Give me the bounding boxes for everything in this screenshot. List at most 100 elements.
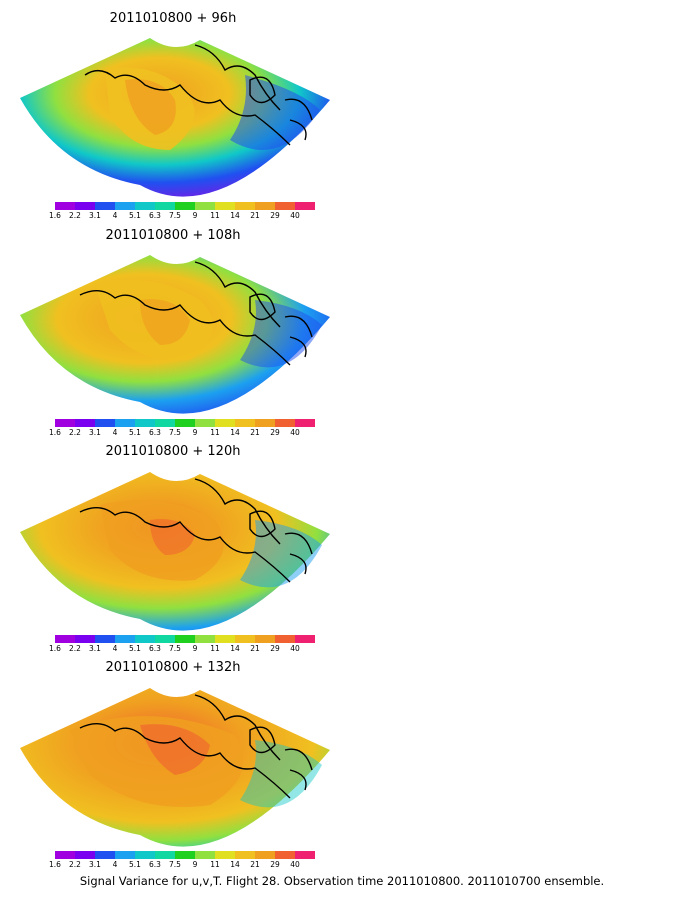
colorbar-tick-label: 4 — [113, 211, 118, 220]
colorbar-swatch — [255, 202, 275, 210]
colorbar-tick-label: 4 — [113, 644, 118, 653]
colorbar-tick-label: 6.3 — [149, 644, 161, 653]
colorbar-swatch — [75, 851, 95, 859]
map-panel-3: 2011010800 + 120h — [20, 444, 330, 631]
colorbar-swatch — [135, 635, 155, 643]
ocean-low — [230, 75, 320, 150]
map-panel-1: 2011010800 + 96h — [20, 11, 330, 197]
colorbar-swatch — [115, 419, 135, 427]
max-region — [125, 79, 176, 135]
colorbar-tick-label: 2.2 — [69, 211, 81, 220]
colorbar-tick-label: 5.1 — [129, 644, 141, 653]
colorbar-3: 1.6 2.2 3.1 4 5.1 6.3 7.5 9 11 14 21 29 40 — [49, 635, 315, 653]
colorbar-swatch — [195, 419, 215, 427]
colorbar-tick-label: 3.1 — [89, 211, 101, 220]
colorbar-swatch — [255, 635, 275, 643]
colorbar-swatch — [175, 419, 195, 427]
colorbar-swatch — [95, 202, 115, 210]
colorbar-swatch — [135, 202, 155, 210]
panel-title: 2011010800 + 120h — [106, 444, 241, 459]
colorbar-swatch — [195, 202, 215, 210]
panel-title: 2011010800 + 108h — [106, 228, 241, 243]
colorbar-swatch — [175, 851, 195, 859]
colorbar-swatch — [75, 202, 95, 210]
colorbar-swatch — [215, 851, 235, 859]
colorbar-swatch — [115, 635, 135, 643]
colorbar-swatch — [55, 635, 75, 643]
colorbar-tick-label: 14 — [230, 428, 240, 437]
colorbar-swatch — [295, 419, 315, 427]
colorbar-tick-label: 21 — [250, 860, 260, 869]
colorbar-tick-label: 11 — [210, 211, 220, 220]
figure-caption: Signal Variance for u,v,T. Flight 28. Ob… — [80, 874, 604, 888]
colorbar-tick-label: 7.5 — [169, 428, 181, 437]
colorbar-swatch — [195, 635, 215, 643]
coastline — [79, 261, 313, 366]
colorbar-swatch — [115, 851, 135, 859]
colorbar-swatch — [215, 202, 235, 210]
colorbar-tick-label: 9 — [193, 428, 198, 437]
colorbar-tick-label: 4 — [113, 860, 118, 869]
colorbar-tick-label: 11 — [210, 428, 220, 437]
map-panel-4: 2011010800 + 132h — [20, 660, 330, 847]
coastline — [79, 694, 313, 799]
colorbar-tick-label: 29 — [270, 644, 280, 653]
colorbar-1: 1.6 2.2 3.1 4 5.1 6.3 7.5 9 11 14 21 29 40 — [49, 202, 315, 220]
colorbar-tick-label: 11 — [210, 860, 220, 869]
colorbar-swatch — [155, 851, 175, 859]
max-region — [150, 519, 195, 555]
panel-title: 2011010800 + 96h — [110, 11, 237, 26]
panel-title: 2011010800 + 132h — [106, 660, 241, 675]
colorbar-swatch — [275, 635, 295, 643]
colorbar-tick-label: 1.6 — [49, 860, 61, 869]
colorbar-tick-label: 40 — [290, 428, 300, 437]
colorbar-tick-label: 5.1 — [129, 428, 141, 437]
colorbar-tick-label: 9 — [193, 644, 198, 653]
colorbar-swatch — [195, 851, 215, 859]
colorbar-tick-label: 4 — [113, 428, 118, 437]
colorbar-tick-label: 3.1 — [89, 428, 101, 437]
colorbar-tick-label: 2.2 — [69, 644, 81, 653]
colorbar-tick-label: 21 — [250, 644, 260, 653]
colorbar-tick-label: 9 — [193, 860, 198, 869]
colorbar-tick-label: 29 — [270, 428, 280, 437]
colorbar-tick-label: 40 — [290, 860, 300, 869]
colorbar-swatch — [215, 419, 235, 427]
colorbar-swatch — [215, 635, 235, 643]
coastline — [84, 44, 313, 146]
colorbar-swatch — [235, 202, 255, 210]
colorbar-tick-label: 40 — [290, 644, 300, 653]
colorbar-swatch — [155, 635, 175, 643]
colorbar-swatch — [135, 851, 155, 859]
colorbar-swatch — [95, 851, 115, 859]
colorbar-tick-label: 21 — [250, 211, 260, 220]
colorbar-swatch — [155, 419, 175, 427]
colorbar-tick-label: 6.3 — [149, 428, 161, 437]
colorbar-swatch — [295, 635, 315, 643]
colorbar-tick-label: 14 — [230, 860, 240, 869]
colorbar-tick-label: 9 — [193, 211, 198, 220]
colorbar-swatch — [235, 635, 255, 643]
colorbar-swatch — [275, 851, 295, 859]
colorbar-tick-label: 5.1 — [129, 860, 141, 869]
colorbar-tick-label: 14 — [230, 644, 240, 653]
ocean-low — [240, 300, 322, 368]
max-region — [140, 724, 210, 775]
colorbar-tick-label: 2.2 — [69, 860, 81, 869]
colorbar-4: 1.6 2.2 3.1 4 5.1 6.3 7.5 9 11 14 21 29 40 — [49, 851, 315, 869]
colorbar-swatch — [135, 419, 155, 427]
colorbar-tick-label: 1.6 — [49, 644, 61, 653]
colorbar-swatch — [75, 635, 95, 643]
colorbar-tick-label: 40 — [290, 211, 300, 220]
colorbar-swatch — [95, 419, 115, 427]
colorbar-tick-label: 7.5 — [169, 644, 181, 653]
colorbar-tick-label: 29 — [270, 860, 280, 869]
colorbar-swatch — [255, 851, 275, 859]
map-panel-2: 2011010800 + 108h — [20, 228, 330, 414]
colorbar-tick-label: 2.2 — [69, 428, 81, 437]
colorbar-swatch — [295, 202, 315, 210]
colorbar-swatch — [55, 202, 75, 210]
colorbar-tick-label: 11 — [210, 644, 220, 653]
colorbar-tick-label: 29 — [270, 211, 280, 220]
colorbar-tick-label: 1.6 — [49, 211, 61, 220]
